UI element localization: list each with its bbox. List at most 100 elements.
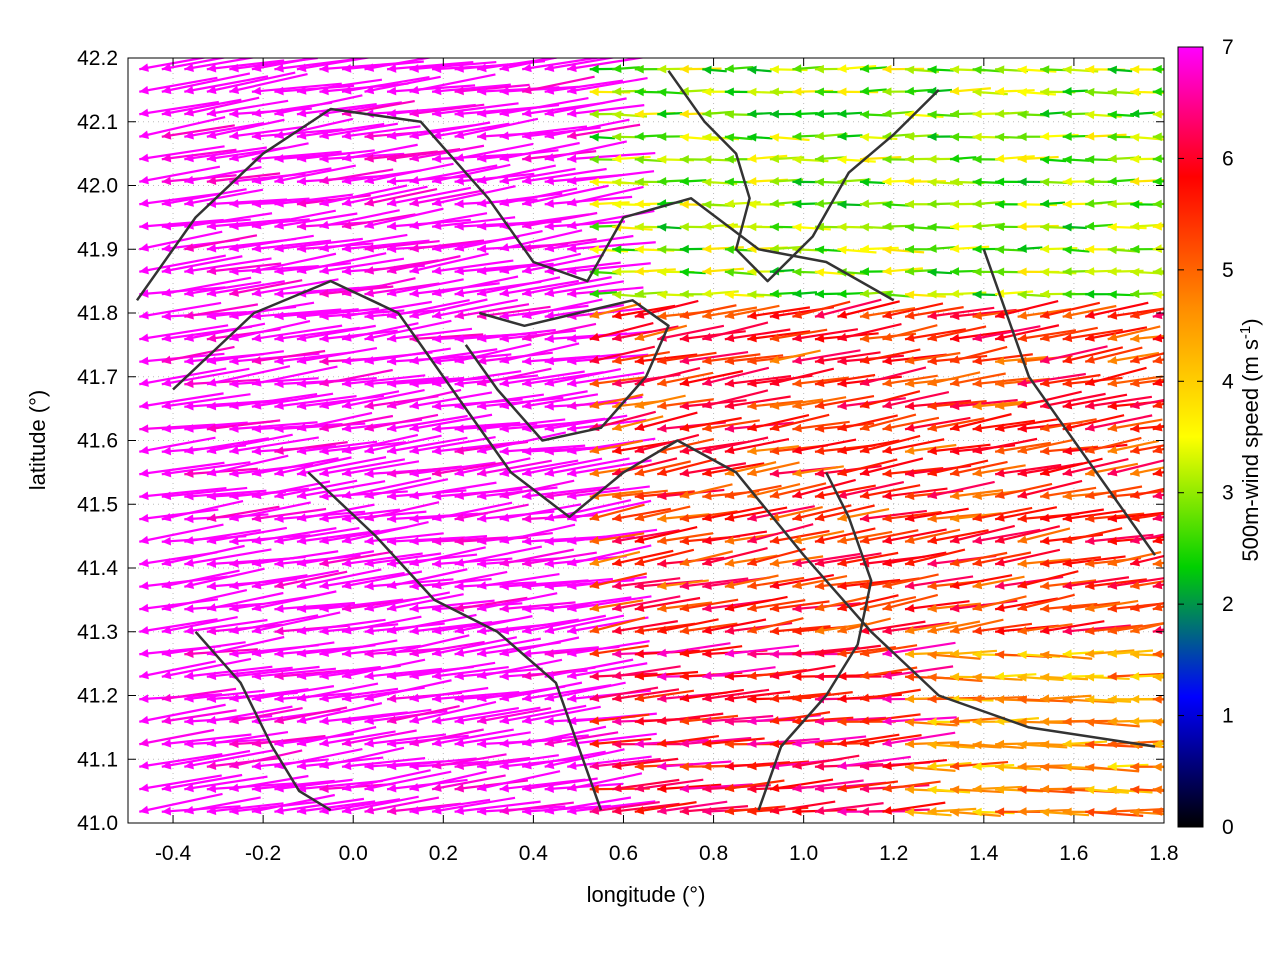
wind-arrow-head (882, 423, 892, 432)
colorbar-label: 500m-wind speed (m s-1) (1237, 318, 1263, 561)
wind-arrow-head (770, 154, 779, 163)
wind-arrow-head (702, 155, 711, 164)
wind-arrow-head (725, 155, 734, 164)
wind-arrow-head (184, 514, 193, 523)
x-tick-label: 1.6 (1059, 842, 1088, 865)
wind-arrow-head (950, 87, 959, 96)
wind-arrow-head (1153, 65, 1162, 74)
wind-arrow-head (229, 222, 238, 231)
wind-arrow-head (792, 627, 801, 636)
wind-arrow-head (500, 447, 509, 456)
wind-arrow-head (252, 87, 261, 96)
wind-arrow-head (1153, 110, 1162, 119)
y-tick-label: 41.8 (77, 302, 118, 325)
wind-arrow-shaft (139, 102, 219, 114)
wind-arrow-head (612, 513, 622, 522)
wind-arrow-head (792, 64, 801, 73)
wind-arrow-shaft (139, 78, 217, 92)
wind-arrow-head (1018, 132, 1027, 141)
wind-arrow-head (635, 223, 644, 232)
wind-arrow-head (995, 154, 1004, 163)
wind-arrow-head (1085, 290, 1094, 299)
wind-arrow-head (139, 334, 149, 343)
wind-arrow-head (995, 603, 1005, 612)
wind-arrow-head (702, 109, 711, 118)
wind-arrow-head (928, 290, 937, 299)
wind-arrow-head (635, 267, 644, 276)
wind-arrow-head (860, 133, 869, 142)
wind-arrow-head (590, 88, 599, 97)
wind-arrow-head (522, 447, 531, 456)
wind-arrow-head (815, 268, 824, 277)
wind-arrow-head (432, 334, 441, 343)
wind-arrow-head (702, 87, 711, 96)
wind-arrow-head (1130, 672, 1139, 681)
x-tick-label: 1.2 (879, 842, 908, 865)
wind-arrow-head (1108, 66, 1117, 75)
wind-arrow-head (995, 763, 1004, 772)
wind-arrow-head (1063, 87, 1072, 96)
wind-arrow-head (1085, 267, 1094, 276)
wind-arrow-head (657, 245, 666, 254)
wind-arrow-head (770, 536, 780, 545)
wind-arrow-head (387, 222, 396, 231)
colorbar-tick-label: 1 (1222, 705, 1234, 728)
wind-arrow-head (1018, 200, 1027, 209)
y-tick-label: 41.5 (77, 493, 118, 516)
x-tick-label: -0.2 (245, 842, 281, 865)
wind-arrow-head (139, 401, 149, 410)
wind-arrow-head (680, 290, 689, 299)
wind-arrow-head (905, 66, 914, 75)
wind-arrow-head (1108, 133, 1117, 142)
wind-arrow-head (995, 695, 1004, 704)
wind-arrow-head (635, 200, 644, 209)
wind-arrow-head (1130, 268, 1139, 277)
wind-arrow-head (1040, 604, 1049, 613)
wind-arrow-head (612, 200, 621, 209)
wind-arrow-head (1130, 200, 1139, 209)
wind-arrow-head (1130, 717, 1139, 726)
wind-arrow-head (387, 379, 396, 388)
wind-arrow-head (680, 223, 689, 232)
wind-arrow-head (139, 671, 149, 680)
wind-arrow-head (1040, 651, 1049, 660)
wind-arrow-head (1040, 717, 1049, 726)
y-tick-label: 42.1 (77, 111, 118, 134)
wind-arrow-head (1153, 154, 1162, 163)
wind-arrow-head (680, 177, 689, 186)
wind-arrow-head (1130, 65, 1139, 74)
wind-arrow-head (139, 424, 148, 433)
wind-arrow-head (1108, 649, 1117, 658)
wind-arrow-head (973, 245, 982, 254)
wind-arrow-head (680, 468, 690, 477)
wind-arrow-head (1130, 290, 1139, 299)
wind-arrow-head (905, 177, 914, 186)
wind-arrow-head (995, 245, 1004, 254)
x-tick-label: 0.4 (519, 842, 549, 865)
wind-arrow-head (860, 289, 869, 298)
wind-arrow-head (1153, 290, 1162, 299)
wind-arrow-head (995, 177, 1004, 186)
wind-arrow-head (139, 738, 149, 747)
wind-arrow-head (567, 154, 576, 163)
wind-arrow-head (1108, 154, 1117, 163)
wind-arrow-head (770, 110, 779, 119)
wind-arrow-head (725, 334, 735, 343)
wind-arrow-head (815, 672, 824, 681)
y-tick-label: 42.2 (77, 47, 118, 70)
wind-arrow-head (1085, 199, 1094, 208)
wind-arrow-head (1063, 177, 1072, 186)
wind-arrow-head (905, 290, 914, 299)
y-tick-label: 41.3 (77, 621, 118, 644)
wind-arrow-head (882, 155, 891, 164)
wind-arrow-head (770, 65, 779, 74)
wind-arrow-head (1085, 718, 1094, 727)
wind-arrow-head (1063, 267, 1072, 276)
y-tick-label: 42.0 (77, 175, 118, 198)
wind-arrow-head (139, 536, 149, 545)
wind-arrow-head (1153, 650, 1162, 659)
wind-arrow-head (770, 199, 779, 208)
colorbar-gradient (1178, 47, 1203, 827)
wind-arrow-head (1040, 808, 1049, 817)
wind-arrow-head (1130, 785, 1139, 794)
